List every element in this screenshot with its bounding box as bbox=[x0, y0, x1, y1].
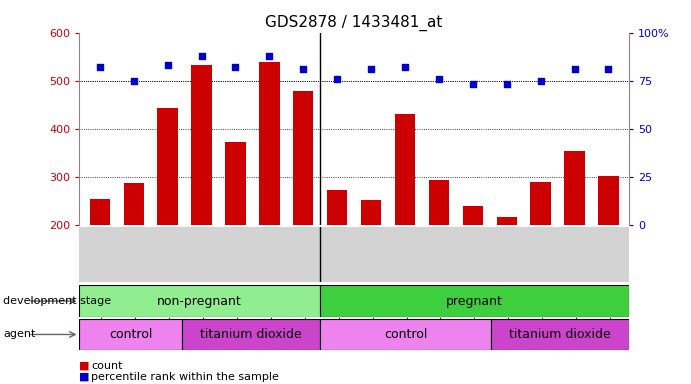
Bar bbox=[79, 285, 320, 317]
Bar bbox=[225, 142, 245, 321]
Bar bbox=[395, 114, 415, 321]
Bar bbox=[293, 91, 314, 321]
Bar bbox=[90, 199, 110, 321]
Text: titanium dioxide: titanium dioxide bbox=[200, 328, 302, 341]
Bar bbox=[124, 184, 144, 321]
Text: agent: agent bbox=[3, 329, 36, 339]
Bar bbox=[497, 217, 517, 321]
Text: non-pregnant: non-pregnant bbox=[158, 295, 242, 308]
Point bbox=[535, 78, 546, 84]
Bar bbox=[327, 190, 348, 321]
Bar bbox=[428, 180, 449, 321]
Point bbox=[366, 66, 377, 72]
Point bbox=[94, 64, 105, 70]
Bar bbox=[320, 285, 629, 317]
Point bbox=[467, 81, 478, 88]
Title: GDS2878 / 1433481_at: GDS2878 / 1433481_at bbox=[265, 15, 443, 31]
Bar bbox=[259, 63, 280, 321]
Point bbox=[298, 66, 309, 72]
Point bbox=[129, 78, 140, 84]
Bar bbox=[158, 108, 178, 321]
Point bbox=[603, 66, 614, 72]
Point bbox=[433, 76, 444, 82]
Bar bbox=[320, 319, 491, 350]
Point bbox=[264, 53, 275, 59]
Bar bbox=[531, 182, 551, 321]
Text: titanium dioxide: titanium dioxide bbox=[509, 328, 611, 341]
Bar bbox=[491, 319, 629, 350]
Bar bbox=[79, 319, 182, 350]
Text: ■: ■ bbox=[79, 361, 90, 371]
Text: control: control bbox=[384, 328, 427, 341]
Point bbox=[332, 76, 343, 82]
Point bbox=[196, 53, 207, 59]
Bar bbox=[598, 176, 618, 321]
Point bbox=[399, 64, 410, 70]
Point bbox=[230, 64, 241, 70]
Point bbox=[569, 66, 580, 72]
Text: development stage: development stage bbox=[3, 296, 111, 306]
Bar bbox=[191, 65, 211, 321]
Bar bbox=[463, 207, 483, 321]
Bar bbox=[565, 151, 585, 321]
Text: count: count bbox=[91, 361, 123, 371]
Text: ■: ■ bbox=[79, 372, 90, 382]
Text: control: control bbox=[109, 328, 153, 341]
Text: pregnant: pregnant bbox=[446, 295, 503, 308]
Point bbox=[162, 62, 173, 68]
Text: percentile rank within the sample: percentile rank within the sample bbox=[91, 372, 279, 382]
Point bbox=[501, 81, 512, 88]
Bar bbox=[361, 200, 381, 321]
Bar bbox=[182, 319, 320, 350]
